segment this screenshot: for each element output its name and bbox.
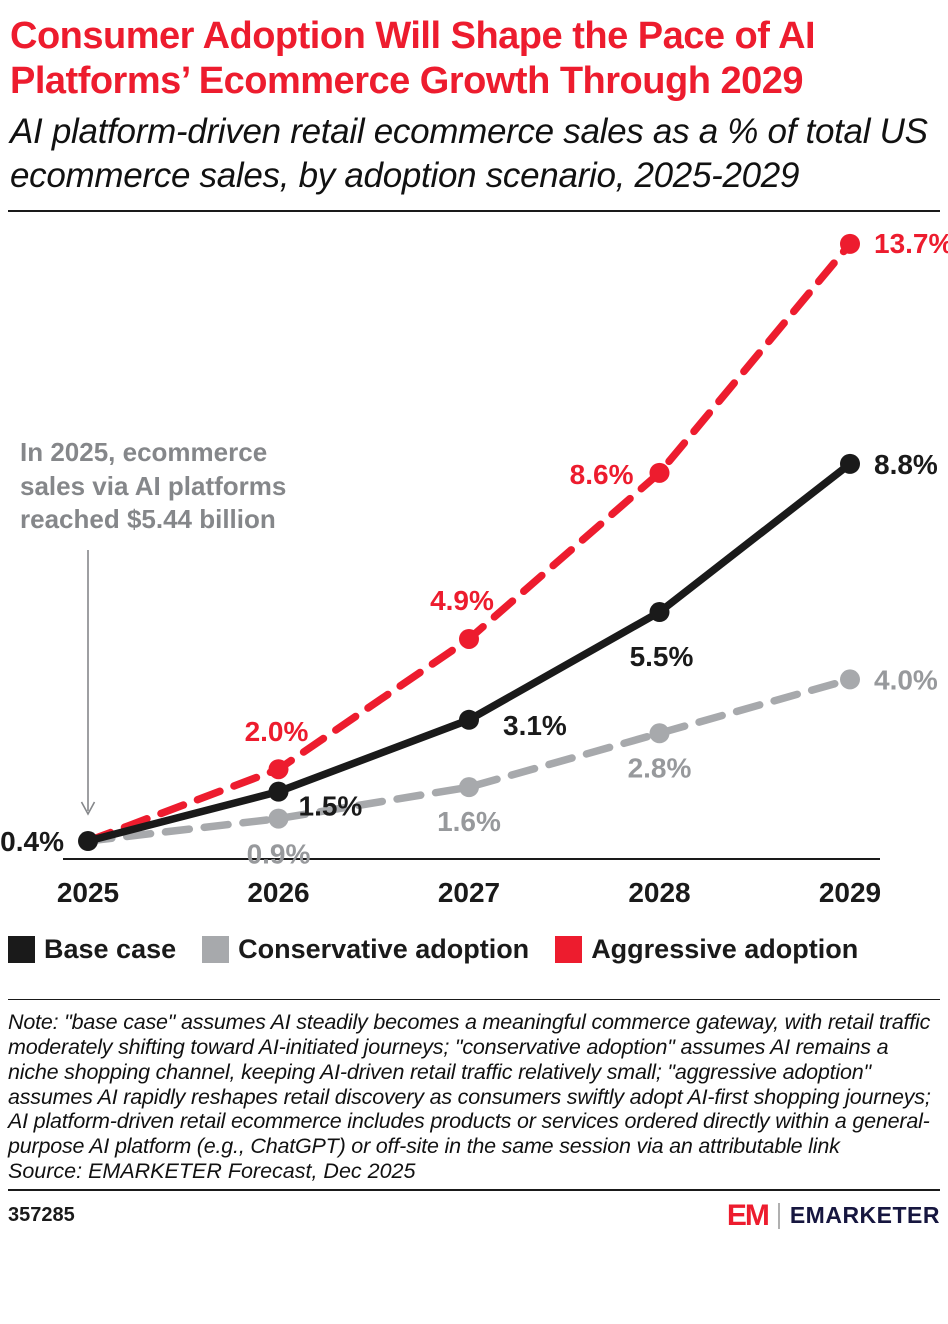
legend-item: Conservative adoption (202, 934, 529, 965)
point-label: 0.4% (0, 826, 64, 857)
data-point (78, 830, 98, 851)
chart-subtitle: AI platform-driven retail ecommerce sale… (10, 111, 928, 195)
data-point (649, 462, 670, 483)
annotation-text: In 2025, ecommerce sales via AI platform… (20, 436, 287, 535)
header-divider (8, 209, 940, 212)
data-point (649, 601, 670, 622)
point-label: 5.5% (630, 641, 694, 672)
data-point (459, 777, 479, 798)
point-label: 2.0% (245, 716, 309, 747)
point-label: 4.0% (874, 664, 938, 695)
chart-header: Consumer Adoption Will Shape the Pace of… (0, 0, 948, 198)
logo-wordmark: EMARKETER (789, 1202, 940, 1229)
legend-item: Aggressive adoption (555, 934, 858, 965)
legend-label: Aggressive adoption (591, 933, 859, 964)
data-point (268, 808, 289, 829)
note-divider (8, 998, 940, 1001)
x-tick-label: 2029 (819, 877, 881, 908)
legend-swatch (555, 935, 583, 963)
footer: 357285 EM EMARKETER (0, 1191, 948, 1233)
data-point (840, 669, 860, 690)
point-label: 1.5% (299, 790, 363, 821)
x-tick-label: 2025 (57, 877, 119, 908)
chart-canvas: 2025 2026 2027 2028 2029 0.4% 1.5% 3.1% 5.5% 8.8%… (0, 228, 948, 908)
series-line (84, 675, 854, 845)
point-label: 1.6% (437, 806, 501, 837)
series-line (84, 239, 854, 845)
point-label: 0.9% (247, 838, 311, 869)
logo-mark-icon: EM (726, 1198, 770, 1232)
point-label: 2.8% (628, 752, 692, 783)
chart-title: Consumer Adoption Will Shape the Pace of… (10, 15, 816, 102)
data-point (459, 709, 479, 730)
data-point (268, 759, 289, 780)
data-point (840, 233, 860, 254)
annotation-arrowhead-icon (80, 801, 96, 816)
emarketer-logo: EM EMARKETER (727, 1199, 940, 1233)
line-chart: 2025 2026 2027 2028 2029 0.4% 1.5% 3.1% 5.5% 8.8%… (0, 214, 948, 914)
legend-swatch (202, 935, 230, 963)
note-text: Note: "base case" assumes AI steadily be… (8, 1010, 931, 1158)
point-label: 8.8% (874, 449, 938, 480)
point-label: 8.6% (570, 459, 634, 490)
chart-id: 357285 (8, 1204, 75, 1227)
legend-label: Base case (44, 933, 177, 964)
point-label: 13.7% (874, 228, 948, 259)
data-point (840, 453, 860, 474)
x-tick-label: 2028 (628, 877, 690, 908)
x-tick-label: 2026 (247, 877, 309, 908)
point-label: 4.9% (430, 585, 494, 616)
legend-item: Base case (8, 934, 176, 965)
data-point (268, 781, 289, 802)
legend: Base case Conservative adoption Aggressive… (0, 934, 948, 965)
data-point (649, 723, 670, 744)
legend-label: Conservative adoption (238, 933, 530, 964)
legend-swatch (8, 935, 35, 963)
logo-divider (777, 1202, 780, 1229)
footer-divider (8, 1189, 940, 1191)
data-point (459, 628, 479, 649)
source-text: Source: EMARKETER Forecast, Dec 2025 (8, 1158, 416, 1183)
x-tick-label: 2027 (438, 877, 500, 908)
point-label: 3.1% (503, 710, 567, 741)
